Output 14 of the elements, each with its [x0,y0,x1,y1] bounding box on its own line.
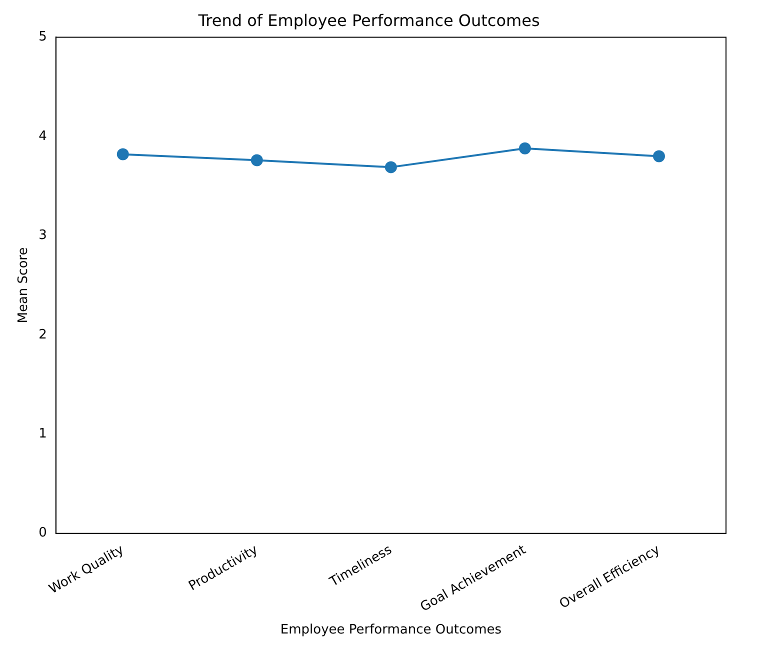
point [518,142,531,154]
point [250,154,263,166]
y-tick-label: 2 [38,327,47,342]
y-tick-label: 5 [38,30,47,45]
y-tick-label: 0 [38,526,47,541]
point [652,150,665,162]
point [116,148,129,160]
x-axis-title: Employee Performance Outcomes [280,622,502,638]
y-tick-label: 1 [38,426,47,442]
y-tick-label: 3 [38,228,47,244]
y-axis-title: Mean Score [16,247,32,324]
y-tick-label: 4 [38,128,47,144]
point [384,161,397,174]
chart-title: Trend of Employee Performance Outcomes [197,10,540,30]
